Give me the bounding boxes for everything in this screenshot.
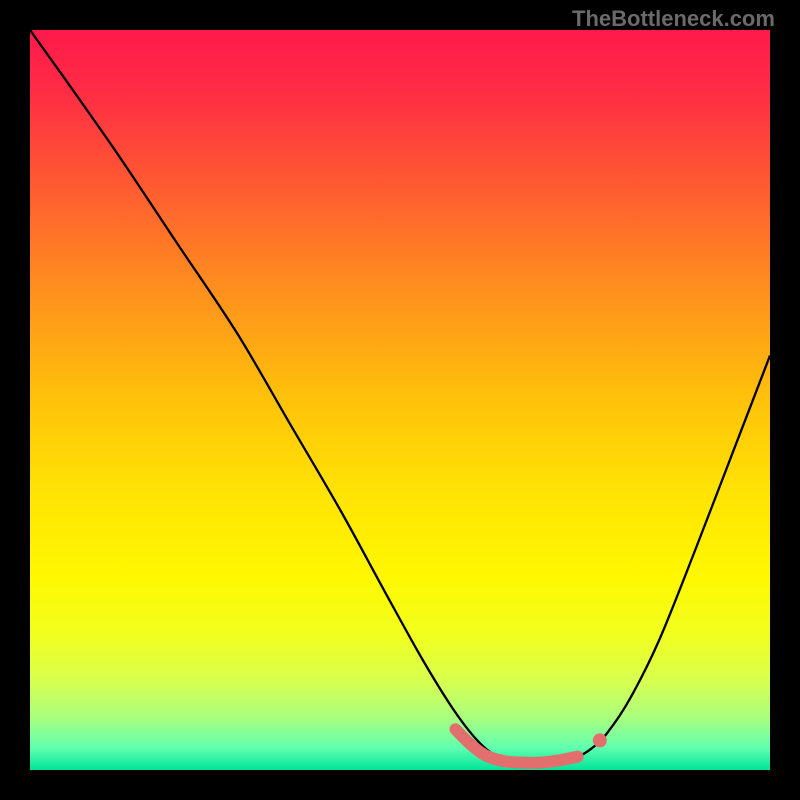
plot-svg [30,30,770,770]
highlight-end-dot [593,733,607,747]
chart-container: TheBottleneck.com [0,0,800,800]
gradient-background [30,30,770,770]
plot-area [30,30,770,770]
watermark-text: TheBottleneck.com [572,6,775,32]
